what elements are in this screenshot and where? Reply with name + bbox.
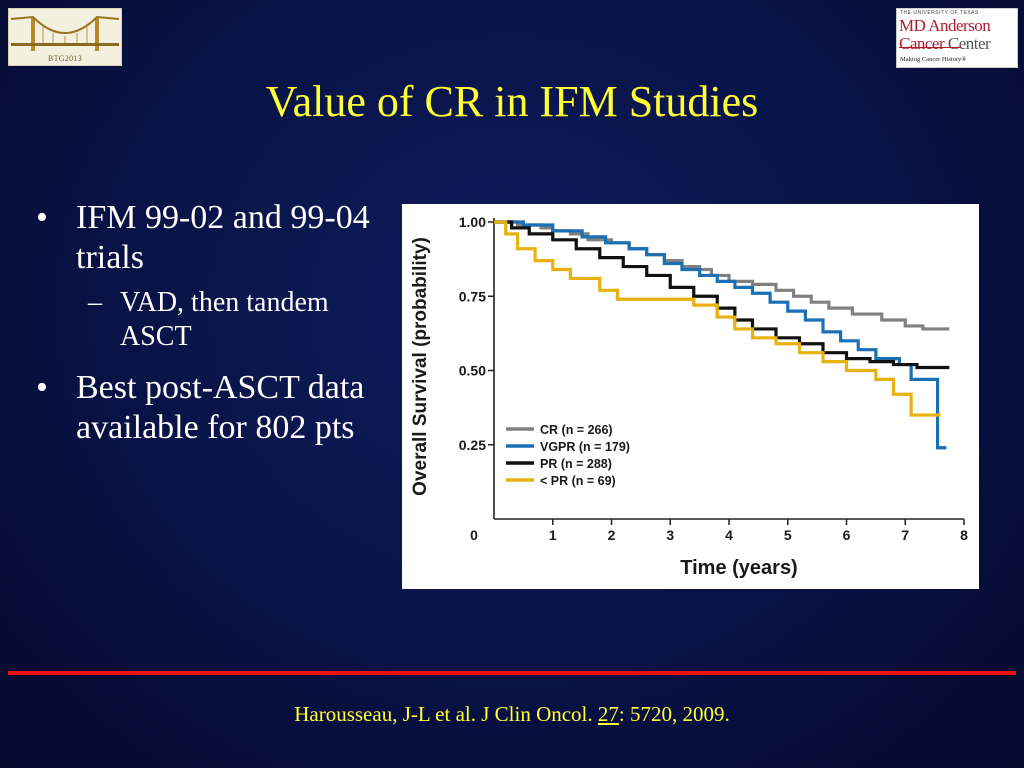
bullet-2-text: Best post-ASCT data available for 802 pt… [76, 369, 365, 446]
red-divider [8, 671, 1016, 675]
x-tick-label: 1 [549, 527, 557, 543]
logo-tagline: Making Cancer History® [900, 56, 967, 63]
legend-label: CR (n = 266) [540, 423, 613, 437]
logo-line2a: Cancer [899, 34, 945, 53]
y-tick-label: 0.25 [459, 437, 486, 453]
bullet-dot: • [36, 199, 48, 236]
y-tick-label: 0.50 [459, 363, 486, 379]
legend-label: PR (n = 288) [540, 457, 612, 471]
legend-label: < PR (n = 69) [540, 474, 616, 488]
logo-line1: MD Anderson [899, 16, 991, 35]
x-tick-label: 4 [725, 527, 733, 543]
y-tick-label: 1.00 [459, 214, 486, 230]
logo-strike-line [899, 47, 961, 48]
btg2013-logo: BTG2013 [8, 8, 122, 66]
x-tick-label: 5 [784, 527, 792, 543]
bullet-dot: • [36, 369, 48, 406]
bullet-1: • IFM 99-02 and 99-04 trials [36, 198, 391, 278]
citation-volume: 27 [597, 702, 619, 726]
btg2013-caption: BTG2013 [47, 54, 83, 63]
x-tick-label: 0 [470, 527, 478, 543]
x-tick-label: 2 [608, 527, 616, 543]
bullet-list: • IFM 99-02 and 99-04 trials – VAD, then… [36, 198, 391, 456]
golden-gate-bridge-icon [10, 15, 120, 51]
x-tick-label: 3 [666, 527, 674, 543]
bullet-2: • Best post-ASCT data available for 802 … [36, 368, 391, 448]
citation-after: : 5720, 2009. [618, 702, 730, 726]
logo-line2: Cancer Center [899, 34, 991, 54]
survival-curve-0 [494, 220, 950, 331]
y-tick-label: 0.75 [459, 288, 486, 304]
survival-curve-1 [494, 220, 947, 450]
citation-before: Harousseau, J-L et al. J Clin Oncol. [294, 702, 598, 726]
md-anderson-logo: THE UNIVERSITY OF TEXAS MD Anderson Canc… [896, 8, 1018, 68]
logo-university-text: THE UNIVERSITY OF TEXAS [900, 10, 979, 16]
survival-curve-2 [494, 220, 950, 370]
x-tick-label: 8 [960, 527, 968, 543]
x-tick-label: 7 [901, 527, 909, 543]
sub-bullet-dash: – [88, 287, 102, 318]
citation: Harousseau, J-L et al. J Clin Oncol. 27:… [0, 700, 1024, 728]
legend-label: VGPR (n = 179) [540, 440, 630, 454]
x-axis-label: Time (years) [680, 557, 797, 579]
bullet-1-text: IFM 99-02 and 99-04 trials [76, 199, 370, 276]
y-axis-label: Overall Survival (probability) [410, 237, 431, 496]
survival-chart-panel: 0.25 0.50 0.75 1.00 0 1 2 3 4 5 6 7 8 Time (years) Ove… [402, 204, 979, 589]
survival-curve-3 [494, 220, 941, 417]
x-tick-label: 6 [843, 527, 851, 543]
slide-title: Value of CR in IFM Studies [265, 77, 759, 126]
sub-bullet-1-text: VAD, then tandem ASCT [120, 287, 329, 352]
survival-chart: 0.25 0.50 0.75 1.00 0 1 2 3 4 5 6 7 8 Time (years) Ove… [410, 214, 968, 579]
sub-bullet-1: – VAD, then tandem ASCT [36, 286, 391, 354]
logo-line2b: Center [944, 34, 991, 53]
